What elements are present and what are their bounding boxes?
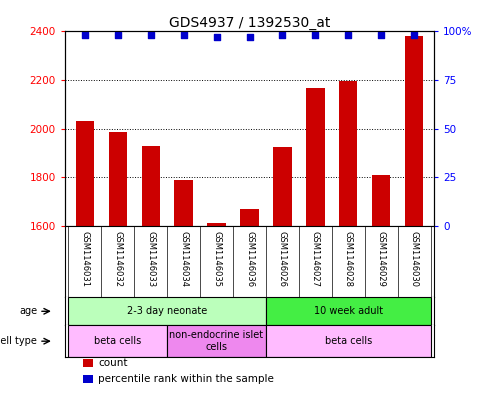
Text: GSM1146029: GSM1146029 — [377, 231, 386, 287]
Text: 2-3 day neonate: 2-3 day neonate — [127, 306, 207, 316]
Text: GSM1146035: GSM1146035 — [212, 231, 221, 287]
Bar — [175, 180, 193, 226]
Bar — [68, 297, 266, 325]
Bar — [68, 325, 167, 357]
Text: GSM1146026: GSM1146026 — [278, 231, 287, 287]
Text: beta cells: beta cells — [94, 336, 141, 346]
Bar — [372, 174, 390, 226]
Bar — [266, 325, 431, 357]
Text: GSM1146027: GSM1146027 — [311, 231, 320, 287]
Bar — [75, 121, 94, 226]
Point — [213, 34, 221, 40]
Bar — [266, 297, 431, 325]
Text: GSM1146030: GSM1146030 — [410, 231, 419, 287]
Bar — [208, 223, 226, 226]
Bar — [109, 132, 127, 226]
Text: beta cells: beta cells — [325, 336, 372, 346]
Point — [114, 32, 122, 39]
Text: count: count — [98, 358, 128, 367]
Text: percentile rank within the sample: percentile rank within the sample — [98, 374, 274, 384]
Bar — [405, 36, 424, 226]
Bar — [339, 81, 357, 226]
Text: GSM1146033: GSM1146033 — [146, 231, 155, 288]
Title: GDS4937 / 1392530_at: GDS4937 / 1392530_at — [169, 17, 330, 30]
Bar — [167, 325, 266, 357]
Point — [311, 32, 319, 39]
Bar — [273, 147, 291, 226]
Text: age: age — [19, 306, 37, 316]
Text: GSM1146028: GSM1146028 — [344, 231, 353, 287]
Bar — [306, 88, 324, 226]
Bar — [241, 209, 258, 226]
Text: GSM1146036: GSM1146036 — [245, 231, 254, 288]
Point — [81, 32, 89, 39]
Text: GSM1146031: GSM1146031 — [80, 231, 89, 287]
Text: cell type: cell type — [0, 336, 37, 346]
Point — [377, 32, 385, 39]
Text: GSM1146032: GSM1146032 — [113, 231, 122, 287]
Point — [180, 32, 188, 39]
Text: 10 week adult: 10 week adult — [314, 306, 383, 316]
Point — [344, 32, 352, 39]
Point — [410, 32, 418, 39]
Bar — [83, 359, 92, 367]
Point — [246, 34, 253, 40]
Bar — [142, 145, 160, 226]
Bar — [83, 375, 92, 383]
Text: GSM1146034: GSM1146034 — [179, 231, 188, 287]
Text: non-endocrine islet
cells: non-endocrine islet cells — [170, 331, 263, 352]
Point — [278, 32, 286, 39]
Point — [147, 32, 155, 39]
